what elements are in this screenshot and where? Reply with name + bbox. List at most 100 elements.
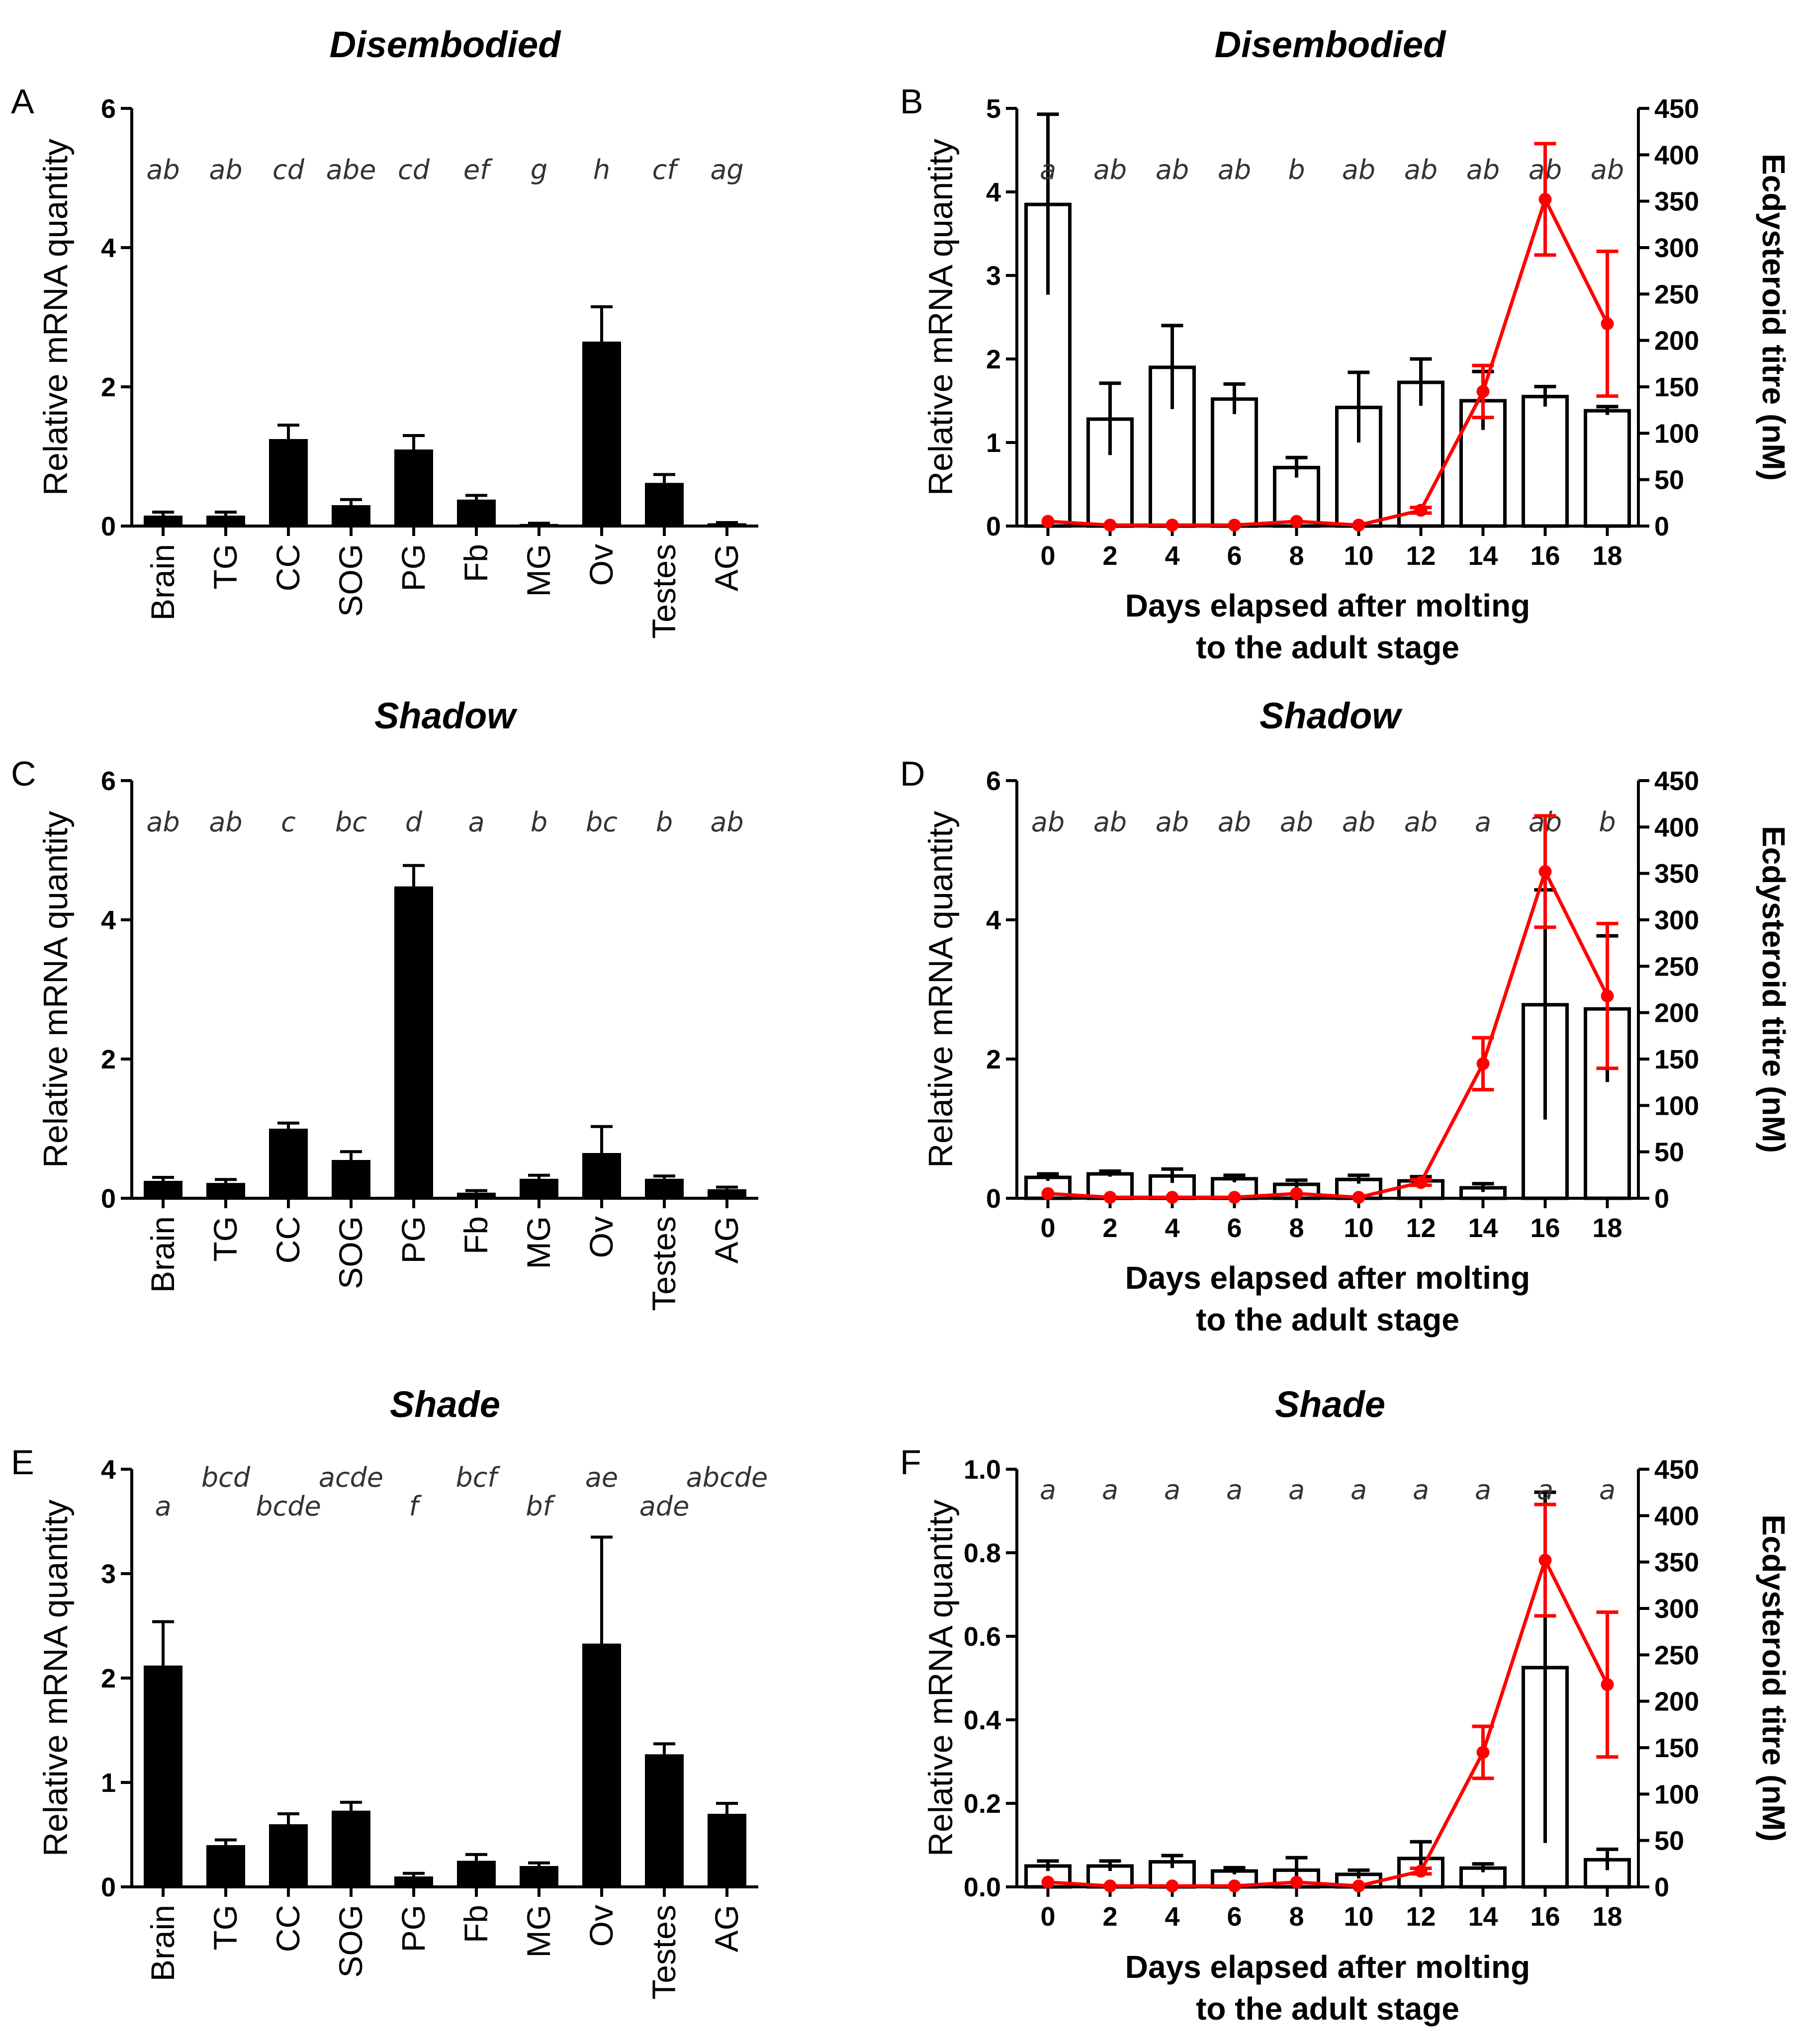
panel-c-x-tick-label: Fb — [457, 1216, 494, 1254]
panel-f-x-tick-label: 6 — [1227, 1902, 1242, 1932]
panel-e-y-tick-label: 1 — [101, 1768, 116, 1798]
panel-a-y-tick-label: 4 — [101, 233, 116, 263]
panel-e-significance-letter: bcf — [456, 1462, 501, 1493]
panel-d-significance-letter: ab — [1218, 806, 1251, 838]
panel-c-panel-label: C — [11, 754, 36, 793]
panel-d-y2-tick-label: 50 — [1654, 1138, 1684, 1167]
panel-d-titre-point — [1041, 1187, 1055, 1200]
panel-f-titre-point — [1103, 1879, 1117, 1893]
panel-e-bar — [394, 1876, 433, 1887]
panel-e-bar — [269, 1824, 308, 1887]
panel-f-titre-point — [1601, 1678, 1614, 1691]
panel-b-bar — [1522, 395, 1569, 528]
panel-e-x-tick-label: Testes — [645, 1905, 682, 2000]
panel-d-x-tick-label: 12 — [1406, 1213, 1436, 1243]
panel-b-x-axis-title: to the adult stage — [1196, 629, 1459, 665]
panel-b-titre-point — [1538, 192, 1552, 206]
panel-f-x-tick-label: 18 — [1592, 1902, 1622, 1932]
panel-f-y2-tick-label: 50 — [1654, 1826, 1684, 1856]
panel-f-titre-point — [1041, 1875, 1055, 1889]
panel-b-x-axis-title: Days elapsed after molting — [1125, 588, 1530, 623]
panel-d-y-tick-label: 6 — [986, 766, 1001, 796]
panel-c-significance-letter: ab — [710, 806, 743, 838]
panel-c-y-axis-title: Relative mRNA quantity — [37, 811, 75, 1168]
panel-f-y-tick-label: 0.0 — [964, 1872, 1001, 1902]
panel-f-panel-label: F — [900, 1443, 921, 1482]
panel-e-x-tick-label: Ov — [583, 1905, 620, 1947]
panel-d-y2-tick-label: 400 — [1654, 812, 1699, 842]
panel-e-significance-letter: acde — [319, 1462, 383, 1493]
panel-d-significance-letter: a — [1475, 806, 1491, 838]
panel-d-x-axis-title: Days elapsed after molting — [1125, 1260, 1530, 1296]
panel-f-titre-point — [1352, 1879, 1365, 1893]
panel-c-bar — [206, 1183, 245, 1198]
panel-f-titre-point — [1290, 1875, 1303, 1889]
panel-d-y2-tick-label: 150 — [1654, 1045, 1699, 1074]
panel-b-significance-letter: ab — [1342, 154, 1375, 185]
panel-d-titre-point — [1290, 1187, 1303, 1200]
panel-a-bar — [144, 516, 182, 526]
panel-b-x-tick-label: 14 — [1468, 541, 1498, 571]
panel-a-y-tick-label: 2 — [101, 372, 116, 402]
panel-c-bar — [332, 1160, 370, 1198]
panel-c-x-tick-label: PG — [395, 1216, 432, 1263]
panel-d-x-tick-label: 10 — [1344, 1213, 1373, 1243]
panel-c-x-tick-label: TG — [207, 1216, 244, 1262]
panel-f-x-tick-label: 12 — [1406, 1902, 1436, 1932]
panel-c-x-tick-label: CC — [270, 1216, 306, 1263]
panel-d-y2-tick-label: 250 — [1654, 952, 1699, 981]
panel-b-bar — [1211, 397, 1258, 528]
panel-a-significance-letter: ef — [463, 154, 493, 185]
panel-d-significance-letter: ab — [1280, 806, 1313, 838]
panel-d-significance-letter: ab — [1093, 806, 1127, 838]
panel-d-titre-point — [1103, 1191, 1117, 1204]
panel-e-y-tick-label: 0 — [101, 1872, 116, 1902]
panel-f-significance-letter: a — [1599, 1474, 1616, 1506]
panel-b-titre-line — [1048, 194, 1609, 527]
panel-e-significance-letter: abcde — [686, 1462, 768, 1493]
panel-b-y2-axis-title: Ecdysteroid titre (nM) — [1756, 154, 1792, 481]
panel-d-y2-tick-label: 450 — [1654, 766, 1699, 796]
panel-b-y2-tick-label: 300 — [1654, 233, 1699, 263]
panel-a-bar — [394, 449, 433, 526]
panel-d-y2-tick-label: 0 — [1654, 1184, 1669, 1214]
panel-e-bar — [457, 1861, 496, 1887]
panel-a-x-tick-label: Brain — [144, 544, 181, 621]
panel-b-y-axis-title: Relative mRNA quantity — [922, 139, 960, 496]
panel-a-y-axis-title: Relative mRNA quantity — [37, 139, 75, 496]
panel-c-significance-letter: bc — [335, 806, 367, 838]
panel-d-significance-letter: ab — [1156, 806, 1189, 838]
panel-f-titre-line — [1048, 1555, 1609, 1888]
panel-e-title: Shade — [390, 1384, 500, 1425]
panel-d-y-tick-label: 0 — [986, 1184, 1001, 1214]
panel-f-significance-letter: a — [1350, 1474, 1367, 1506]
panel-b-y-tick-label: 0 — [986, 512, 1001, 541]
panel-d-significance-letter: ab — [1342, 806, 1375, 838]
panel-c-significance-letter: c — [281, 806, 296, 838]
panel-b-x-tick-label: 8 — [1289, 541, 1304, 571]
panel-e-significance-letter: a — [155, 1491, 171, 1522]
panel-e-significance-letter: f — [409, 1491, 422, 1522]
panel-f-y-axis-title: Relative mRNA quantity — [922, 1500, 960, 1857]
panel-b-panel-label: B — [900, 82, 923, 121]
panel-c-significance-letter: ab — [209, 806, 242, 838]
panel-f-y2-tick-label: 350 — [1654, 1548, 1699, 1578]
panel-b-x-tick-label: 10 — [1344, 541, 1373, 571]
panel-c-x-tick-label: AG — [708, 1216, 745, 1263]
panel-a-x-tick-label: TG — [207, 544, 244, 590]
panel-e-x-tick-label: Brain — [144, 1905, 181, 1981]
panel-b-titre-point — [1414, 504, 1428, 517]
panel-a-significance-letter: g — [531, 154, 547, 185]
panel-d-y2-tick-label: 200 — [1654, 998, 1699, 1028]
panel-d-significance-letter: b — [1599, 806, 1616, 838]
panel-a-bar — [520, 524, 558, 526]
panel-f-y2-tick-label: 100 — [1654, 1779, 1699, 1809]
panel-b-x-tick-label: 12 — [1406, 541, 1436, 571]
panel-b-y-tick-label: 5 — [986, 94, 1001, 124]
panel-f-y-tick-label: 1.0 — [964, 1455, 1001, 1485]
panel-f-x-tick-label: 16 — [1530, 1902, 1560, 1932]
panel-c-x-tick-label: MG — [520, 1216, 557, 1269]
